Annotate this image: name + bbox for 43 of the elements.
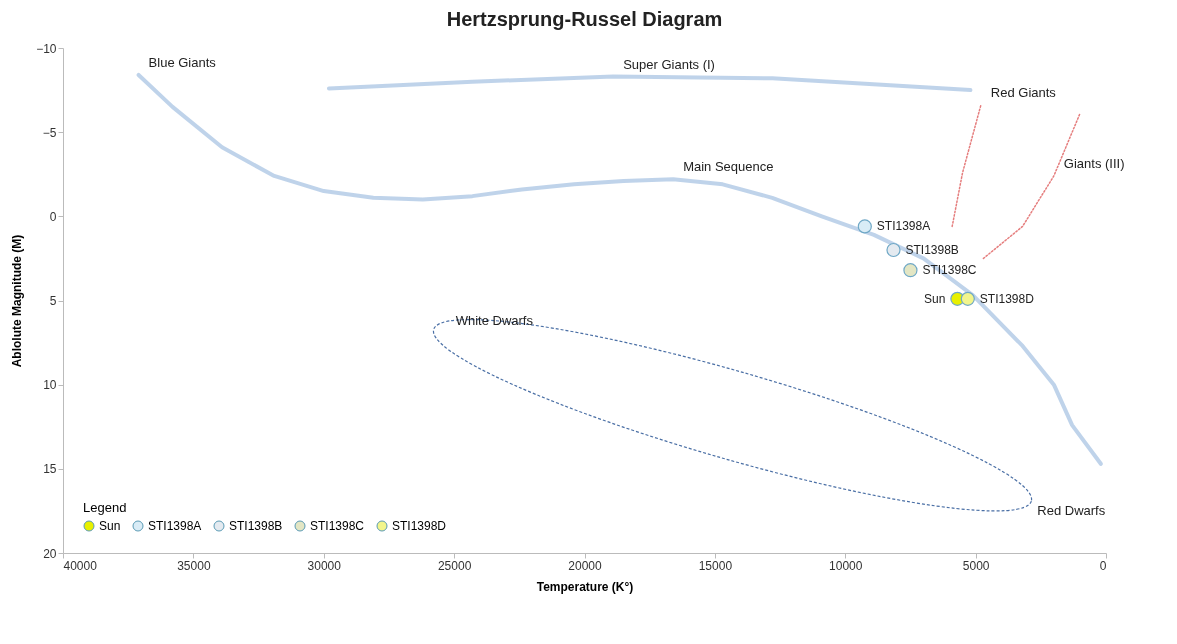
annotation: Super Giants (I)	[623, 56, 715, 72]
x-tick-label: 20000	[568, 558, 603, 573]
chart-title: Hertzsprung-Russel Diagram	[446, 8, 723, 30]
text: STI1398D	[979, 291, 1034, 306]
legend-label: Sun	[99, 519, 121, 533]
annotation: White Dwarfs	[455, 313, 534, 329]
line-series	[326, 74, 973, 93]
x-tick-label: 0	[1099, 558, 1107, 573]
y-tick-label: 10	[43, 378, 57, 393]
y-tick-label: −5	[42, 125, 57, 140]
text: STI1398C	[922, 263, 977, 278]
y-tick-label: 0	[49, 209, 57, 224]
x-axis-title: Temperature (K°)	[536, 579, 634, 594]
point	[903, 263, 918, 278]
legend-label: STI1398B	[229, 519, 283, 533]
y-tick-label: 20	[43, 546, 57, 561]
text: STI1398A	[876, 219, 931, 234]
text: STI1398B	[905, 243, 959, 257]
legend-label: STI1398C	[310, 519, 365, 533]
x-tick-label: 15000	[698, 558, 733, 573]
annotation: Main Sequence	[683, 159, 774, 175]
text: Sun	[924, 291, 946, 306]
legend-label: STI1398A	[148, 519, 202, 533]
annotation: Giants (III)	[1063, 155, 1125, 171]
point	[886, 242, 901, 258]
y-tick-label: −10	[36, 41, 57, 56]
x-tick-label: 10000	[829, 558, 863, 573]
y-axis-title: Ablolute Magnitude (M)	[10, 234, 25, 368]
annotation: Red Giants	[990, 85, 1057, 101]
x-tick-label: 5000	[962, 558, 990, 573]
x-tick-label: 30000	[307, 558, 342, 573]
line-series	[136, 72, 1103, 466]
y-tick-label: 15	[43, 462, 57, 477]
annotation: Blue Giants	[148, 54, 217, 70]
annotation: Red Dwarfs	[1037, 503, 1106, 519]
point	[857, 219, 872, 234]
y-tick-label: 5	[49, 294, 57, 308]
x-tick-label: 40000	[63, 558, 98, 573]
x-tick-label: 35000	[177, 558, 211, 573]
legend-title: Legend	[83, 500, 127, 515]
point	[960, 291, 975, 306]
legend-label: STI1398D	[392, 519, 447, 533]
x-tick-label: 25000	[437, 558, 472, 573]
